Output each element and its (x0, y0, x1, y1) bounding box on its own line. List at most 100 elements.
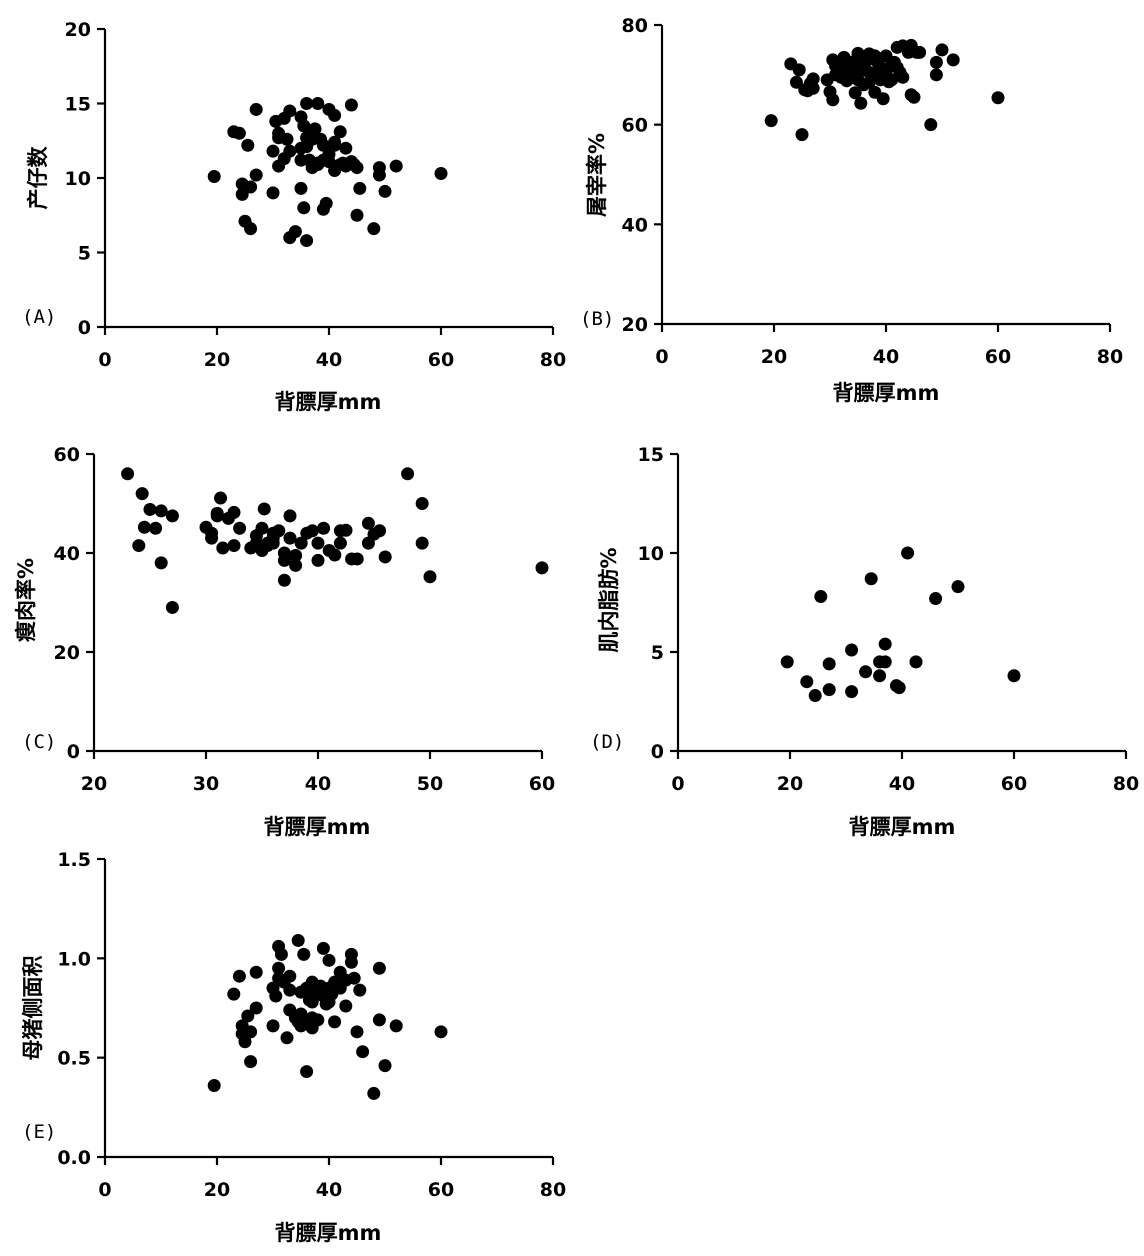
y-tick-label: 15 (65, 94, 91, 116)
x-tick-label: 60 (985, 346, 1011, 368)
data-point (300, 234, 314, 248)
data-point (822, 683, 836, 697)
data-point (137, 520, 151, 534)
data-point (907, 90, 921, 104)
data-point (207, 1078, 221, 1092)
data-point (935, 43, 949, 57)
panel-label: (E) (22, 1121, 56, 1143)
data-point (249, 168, 263, 182)
y-tick-label: 1.5 (57, 849, 91, 871)
x-tick-label: 40 (873, 346, 899, 368)
data-point (205, 531, 219, 545)
data-point (132, 539, 146, 553)
x-tick-label: 0 (98, 1179, 111, 1201)
data-point (361, 516, 375, 530)
data-point (878, 637, 892, 651)
data-point (854, 96, 868, 110)
data-point (372, 1013, 386, 1027)
data-point (227, 539, 241, 553)
panel-label: (A) (22, 306, 56, 328)
data-point (845, 685, 859, 699)
data-point (277, 573, 291, 587)
data-point (305, 524, 319, 538)
y-tick-label: 5 (651, 642, 664, 664)
data-point (121, 467, 135, 481)
data-point (322, 953, 336, 967)
data-point (283, 531, 297, 545)
data-point (859, 665, 873, 679)
data-point (241, 138, 255, 152)
data-point (389, 1019, 403, 1033)
data-point (238, 1035, 252, 1049)
data-point (165, 600, 179, 614)
data-point (266, 186, 280, 200)
x-tick-label: 60 (1001, 773, 1027, 795)
data-point (328, 1015, 342, 1029)
x-tick-label: 40 (889, 773, 915, 795)
data-point (232, 126, 246, 140)
data-point (764, 114, 778, 128)
data-point (280, 132, 294, 146)
data-point (423, 570, 437, 584)
x-tick-label: 20 (81, 773, 107, 795)
data-point (415, 497, 429, 510)
x-tick-label: 60 (428, 349, 454, 371)
data-point (951, 580, 965, 594)
data-point (135, 487, 149, 501)
data-point (333, 125, 347, 139)
data-point (149, 521, 163, 535)
x-tick-label: 60 (428, 1179, 454, 1201)
y-tick-label: 1.0 (57, 948, 91, 970)
data-point (356, 1045, 370, 1059)
data-point (266, 1019, 280, 1033)
data-point (227, 505, 241, 519)
data-point (896, 70, 910, 84)
data-point (795, 128, 809, 142)
data-point (913, 45, 927, 59)
y-axis-title: 屠宰率% (585, 133, 609, 217)
data-point (344, 955, 358, 969)
data-point (372, 161, 386, 175)
data-point (241, 1009, 255, 1023)
data-point (434, 167, 448, 181)
x-tick-label: 40 (316, 1179, 342, 1201)
chart-panel: 0 20 40 60 80 20 40 60 80 背膘厚mm 屠宰率% (B) (580, 15, 1123, 405)
data-point (311, 536, 325, 550)
data-point (227, 987, 241, 1001)
data-point (535, 561, 549, 575)
panel-label: (D) (590, 731, 624, 753)
y-tick-label: 0 (651, 741, 664, 763)
chart-panel: 0 20 40 60 80 0 5 10 15 20 背膘厚mm 产仔数 (A) (22, 19, 566, 414)
data-point (291, 933, 305, 947)
y-axis-title: 产仔数 (26, 146, 50, 210)
y-tick-label: 20 (65, 19, 91, 41)
data-point (367, 1086, 381, 1100)
data-point (214, 491, 228, 505)
x-axis-title: 背膘厚mm (264, 815, 371, 839)
data-point (244, 222, 258, 236)
data-point (207, 170, 221, 184)
data-point (311, 553, 325, 567)
data-point (316, 941, 330, 955)
data-point (372, 961, 386, 975)
chart-panel: 0 20 40 60 80 0 5 10 15 背膘厚mm 肌内脂肪% (D) (590, 444, 1139, 839)
data-point (266, 144, 280, 158)
x-tick-label: 60 (529, 773, 555, 795)
data-point (297, 947, 311, 961)
data-point (876, 92, 890, 106)
data-point (233, 521, 247, 535)
data-point (244, 1055, 258, 1069)
data-point (294, 181, 308, 195)
data-point (929, 68, 943, 82)
data-point (389, 159, 403, 173)
data-point (353, 983, 367, 997)
data-point (792, 63, 806, 77)
data-point (283, 104, 297, 118)
data-point (929, 592, 943, 606)
y-axis-title: 肌内脂肪% (597, 547, 621, 652)
y-tick-label: 0.5 (57, 1048, 91, 1070)
data-point (806, 81, 820, 95)
data-point (319, 196, 333, 210)
data-point (283, 969, 297, 983)
x-tick-label: 80 (540, 1179, 566, 1201)
